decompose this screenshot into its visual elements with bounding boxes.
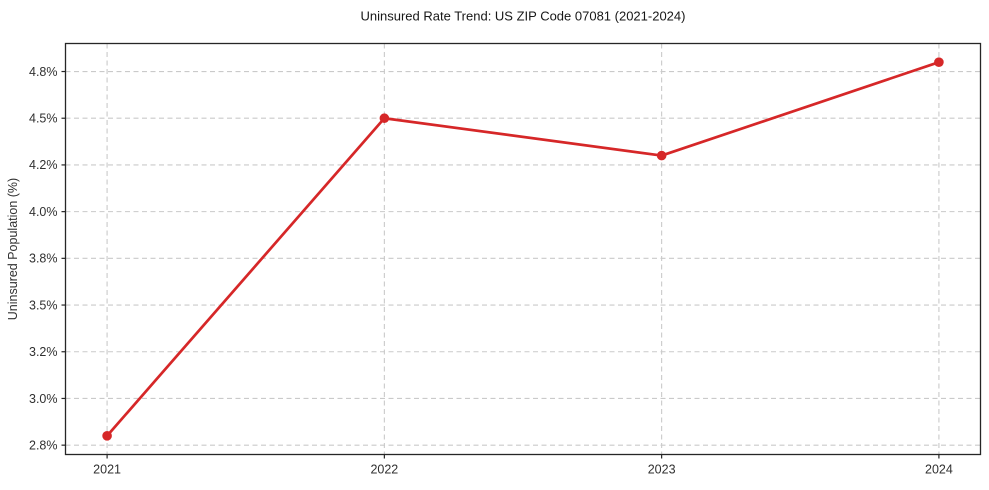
x-tick-label: 2021 [93,463,121,477]
chart-title: Uninsured Rate Trend: US ZIP Code 07081 … [360,8,686,24]
x-tick-label: 2023 [648,463,676,477]
data-point [656,150,667,161]
data-point [934,57,944,67]
y-tick-label: 3.0% [29,392,58,406]
y-tick-label: 3.8% [29,252,58,266]
y-tick-label: 3.2% [29,345,58,359]
y-tick-label: 3.5% [29,298,58,312]
y-tick-label: 4.8% [29,65,58,79]
x-tick-label: 2024 [925,463,953,477]
data-point [379,113,390,124]
y-tick-label: 2.8% [29,438,58,452]
x-tick-label: 2022 [370,463,398,477]
data-point [102,431,112,441]
trend-line [105,60,941,438]
y-tick-label: 4.2% [29,158,58,172]
y-tick-label: 4.5% [29,112,58,126]
y-tick-label: 4.0% [29,205,58,219]
plot-border [64,42,982,456]
